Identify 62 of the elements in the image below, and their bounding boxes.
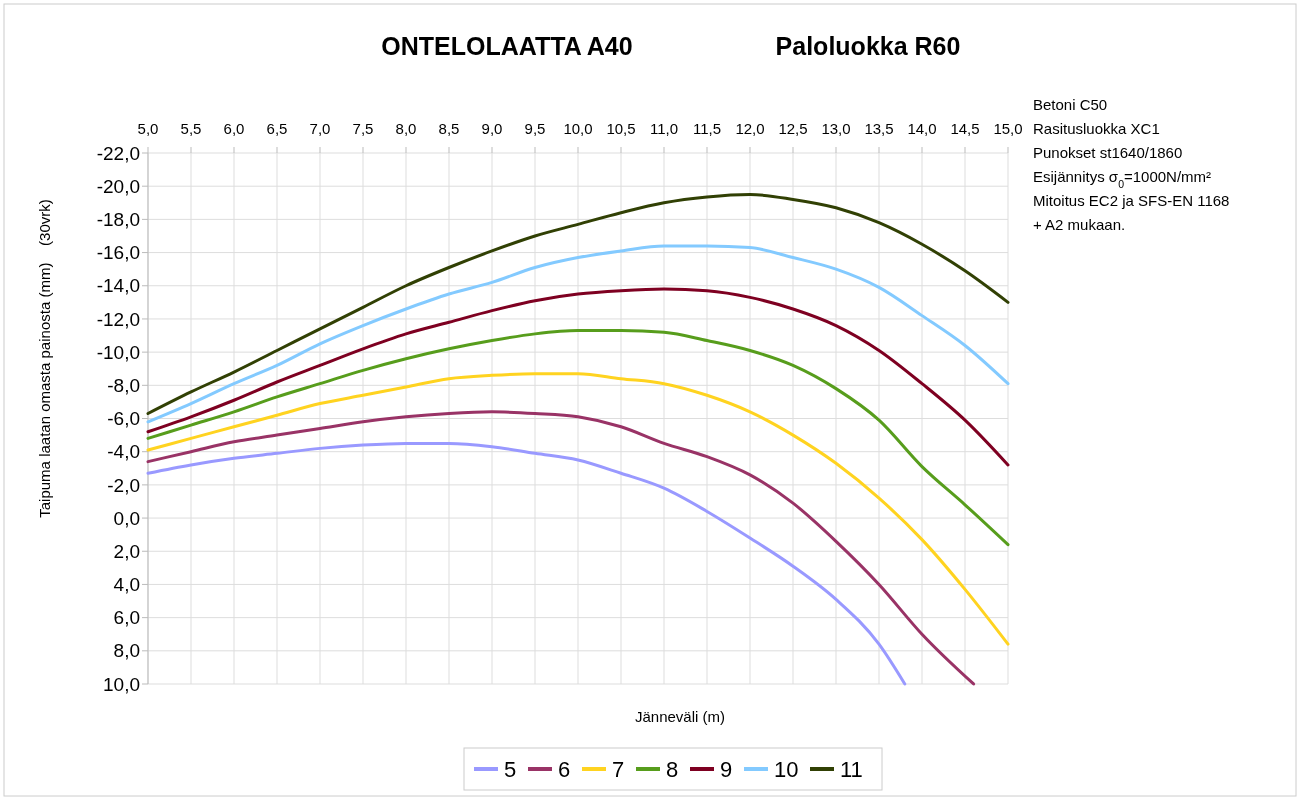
x-tick-label: 7,5	[352, 120, 374, 137]
y-tick-label: 10,0	[103, 673, 140, 695]
legend-label: 10	[774, 756, 799, 782]
text: Betoni C50	[1033, 96, 1108, 113]
line-series	[146, 441, 907, 686]
text: Punokset st1640/1860	[1033, 144, 1183, 161]
x-tick-label: 13,0	[821, 120, 851, 137]
text: Mitoitus EC2 ja SFS-EN 1168	[1033, 192, 1230, 209]
x-tick-label: 10,5	[606, 120, 636, 137]
line-series	[146, 329, 1010, 547]
x-axis-title: Jänneväli (m)	[634, 708, 726, 725]
x-tick-label: 12,0	[735, 120, 765, 137]
x-tick-label: 14,0	[907, 120, 937, 137]
line-series	[146, 192, 1010, 416]
y-tick-label: -10,0	[96, 341, 140, 363]
y-axis-title: Taipuma laatan omasta painosta (mm) (30vrk)	[36, 199, 53, 518]
x-tick-label: 11,0	[649, 120, 679, 137]
x-tick-label: 9,5	[524, 120, 546, 137]
x-tick-label: 14,5	[950, 120, 980, 137]
y-tick-label: -14,0	[96, 275, 140, 297]
line-series	[146, 372, 1010, 646]
x-tick-label: 9,0	[481, 120, 503, 137]
x-tick-label: 13,5	[864, 120, 894, 137]
y-tick-label: 2,0	[113, 540, 140, 562]
x-tick-label: 12,5	[778, 120, 808, 137]
x-tick-label: 15,0	[993, 120, 1023, 137]
y-tick-label: -20,0	[96, 175, 140, 197]
x-tick-label: 10,0	[563, 120, 593, 137]
text: Rasitusluokka XC1	[1033, 120, 1160, 137]
text: + A2 mukaan.	[1033, 216, 1126, 233]
y-tick-label: -2,0	[107, 474, 140, 496]
x-tick-label: 8,5	[438, 120, 460, 137]
legend-label: 5	[504, 756, 517, 782]
y-tick-label: -16,0	[96, 242, 140, 264]
legend-label: 11	[840, 756, 863, 782]
text: Esijännitys σ$_{0}$=1000N/mm²	[1033, 168, 1212, 190]
y-tick-label: -22,0	[96, 142, 140, 164]
y-tick-label: 6,0	[113, 607, 140, 629]
x-tick-label: 5,5	[180, 120, 202, 137]
line-series	[146, 244, 1010, 424]
x-tick-label: 6,5	[266, 120, 288, 137]
legend-label: 9	[720, 756, 733, 782]
x-tick-label: 6,0	[223, 120, 245, 137]
x-tick-label: 7,0	[309, 120, 331, 137]
x-tick-label: 11,5	[692, 120, 722, 137]
x-tick-label: 8,0	[395, 120, 417, 137]
legend-label: 7	[612, 756, 625, 782]
legend-label: 8	[666, 756, 679, 782]
chart-title: ONTELOLAATTA A40	[381, 32, 633, 60]
y-tick-label: 4,0	[113, 574, 140, 596]
line-series	[146, 287, 1010, 467]
x-tick-label: 5,0	[137, 120, 159, 137]
y-tick-label: 0,0	[113, 507, 140, 529]
y-tick-label: -6,0	[107, 408, 140, 430]
y-tick-label: -18,0	[96, 209, 140, 231]
line-series	[146, 410, 976, 686]
chart-subtitle: Paloluokka R60	[775, 32, 961, 60]
y-tick-label: -12,0	[96, 308, 140, 330]
legend-label: 6	[558, 756, 571, 782]
y-tick-label: -4,0	[107, 441, 140, 463]
y-tick-label: 8,0	[113, 640, 140, 662]
y-tick-label: -8,0	[107, 374, 140, 396]
